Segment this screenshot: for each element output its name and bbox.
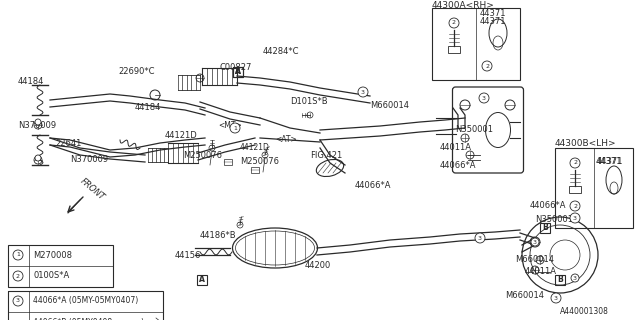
Circle shape — [13, 271, 23, 281]
Circle shape — [571, 274, 579, 282]
Text: 0100S*A: 0100S*A — [33, 271, 69, 281]
Text: 3: 3 — [573, 276, 577, 281]
Text: 44200: 44200 — [305, 260, 332, 269]
Text: 44011A: 44011A — [440, 143, 472, 153]
Text: 44066*A: 44066*A — [355, 180, 392, 189]
Text: 44011A: 44011A — [525, 268, 557, 276]
Circle shape — [551, 293, 561, 303]
Text: N350001: N350001 — [455, 125, 493, 134]
Text: 44371: 44371 — [596, 157, 623, 166]
Text: 44156: 44156 — [175, 251, 202, 260]
Text: 44121D: 44121D — [165, 131, 198, 140]
Text: 1: 1 — [233, 125, 237, 131]
Text: A: A — [235, 68, 241, 76]
Text: 3: 3 — [361, 90, 365, 94]
Text: A: A — [235, 68, 241, 76]
Text: M270008: M270008 — [33, 251, 72, 260]
Circle shape — [449, 18, 459, 28]
Text: 3: 3 — [16, 299, 20, 303]
Bar — [251, 167, 259, 173]
Text: 44121D: 44121D — [240, 143, 270, 153]
Text: 44186*B: 44186*B — [200, 230, 237, 239]
Text: 2: 2 — [573, 204, 577, 209]
Text: N350001: N350001 — [535, 215, 573, 225]
Text: B: B — [542, 223, 548, 233]
Text: <MT>: <MT> — [218, 121, 242, 130]
Text: FRONT: FRONT — [78, 177, 106, 202]
Text: 44184: 44184 — [18, 77, 44, 86]
Bar — [555, 275, 565, 285]
Circle shape — [482, 61, 492, 71]
Bar — [448, 46, 460, 53]
Text: B: B — [557, 276, 563, 284]
Text: A440001308: A440001308 — [560, 308, 609, 316]
Bar — [540, 223, 550, 233]
Text: M250076: M250076 — [240, 157, 279, 166]
Text: 44284*C: 44284*C — [263, 47, 300, 57]
Text: 44066*A: 44066*A — [440, 161, 477, 170]
Circle shape — [531, 238, 539, 246]
Text: <AT>: <AT> — [275, 135, 297, 145]
Text: N370009: N370009 — [70, 156, 108, 164]
Circle shape — [475, 233, 485, 243]
Text: 44184: 44184 — [135, 103, 161, 113]
Circle shape — [570, 158, 580, 168]
Text: 44300A<RH>: 44300A<RH> — [432, 1, 495, 10]
Circle shape — [13, 296, 23, 306]
Bar — [224, 159, 232, 165]
Bar — [233, 67, 243, 77]
Text: M250076: M250076 — [183, 150, 222, 159]
Text: A: A — [199, 276, 205, 284]
Text: 22641: 22641 — [55, 139, 81, 148]
Text: 3: 3 — [573, 215, 577, 220]
Text: 2: 2 — [16, 274, 20, 278]
Text: D101S*B: D101S*B — [290, 98, 328, 107]
Text: FIG.421: FIG.421 — [310, 150, 342, 159]
Circle shape — [479, 93, 489, 103]
Text: 3: 3 — [478, 236, 482, 241]
Text: 1: 1 — [16, 252, 20, 258]
Text: M660014: M660014 — [505, 291, 544, 300]
Circle shape — [35, 119, 41, 125]
Circle shape — [13, 250, 23, 260]
Text: C00827: C00827 — [220, 63, 252, 73]
Text: 2: 2 — [452, 20, 456, 26]
Text: N370009: N370009 — [18, 121, 56, 130]
Circle shape — [230, 123, 240, 133]
Bar — [8, 245, 113, 287]
Text: 3: 3 — [533, 239, 537, 244]
Text: 44066*B (05MY0408-           ): 44066*B (05MY0408- ) — [33, 317, 144, 320]
Text: 3: 3 — [482, 95, 486, 100]
Circle shape — [358, 87, 368, 97]
Text: 22690*C: 22690*C — [118, 68, 154, 76]
Circle shape — [35, 155, 41, 161]
Text: 44066*A (05MY-05MY0407): 44066*A (05MY-05MY0407) — [33, 297, 138, 306]
Text: 44300B<LH>: 44300B<LH> — [555, 140, 616, 148]
Text: 3: 3 — [554, 295, 558, 300]
Circle shape — [570, 213, 580, 223]
Bar — [432, 8, 520, 80]
Text: 44371: 44371 — [597, 157, 623, 166]
Bar — [197, 275, 207, 285]
Bar — [569, 186, 581, 193]
Bar — [233, 67, 243, 77]
Bar — [8, 291, 163, 320]
Text: 44066*A: 44066*A — [530, 201, 566, 210]
Text: 2: 2 — [573, 161, 577, 165]
Bar — [555, 148, 633, 228]
Circle shape — [570, 201, 580, 211]
Text: M660014: M660014 — [370, 100, 409, 109]
Text: 44371: 44371 — [480, 18, 506, 27]
Text: 44371: 44371 — [480, 10, 506, 19]
Text: 2: 2 — [485, 63, 489, 68]
Text: M660014: M660014 — [515, 255, 554, 265]
